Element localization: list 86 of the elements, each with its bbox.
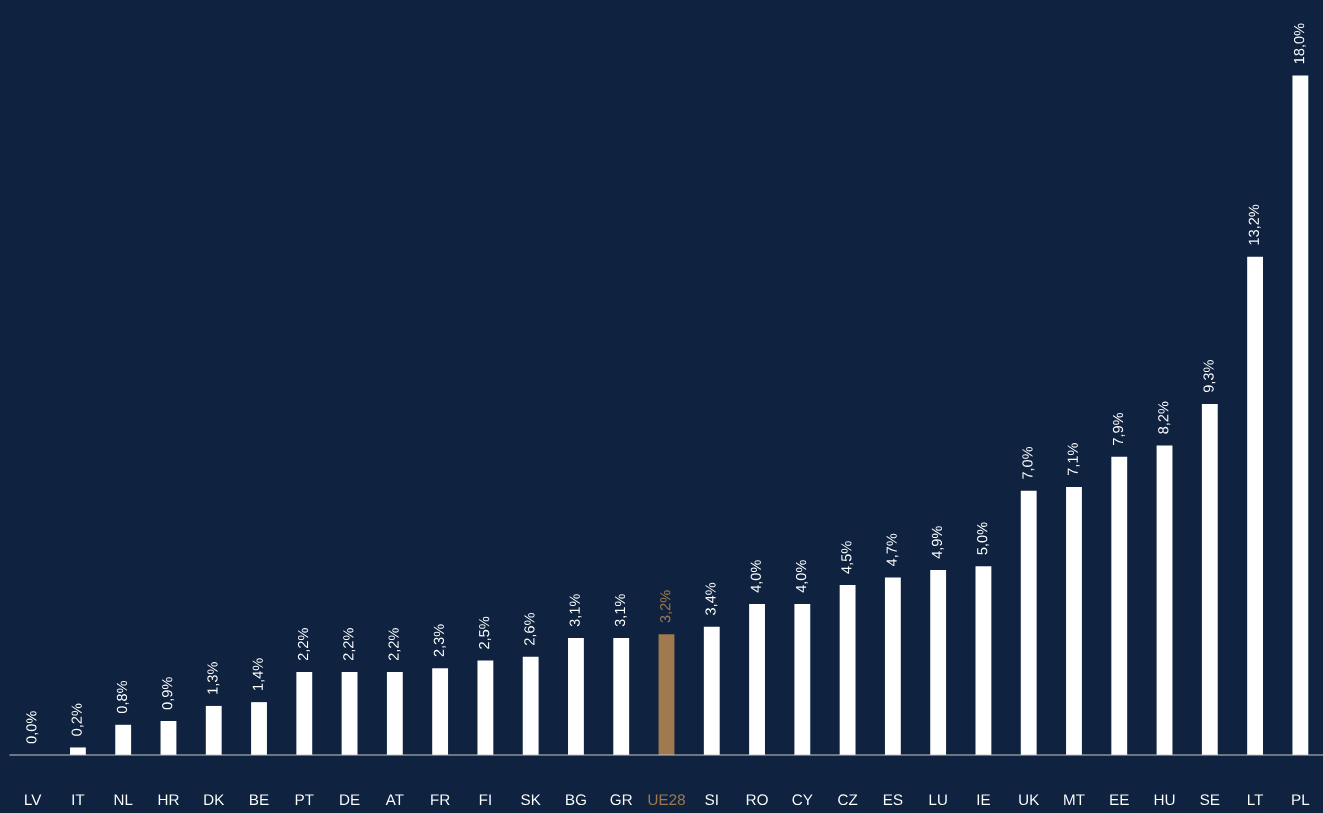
data-label: 0,0% [26,711,39,744]
bar [1156,445,1173,755]
x-tick-label: IE [977,794,990,805]
data-label: 0,9% [162,677,175,710]
data-label: 2,2% [343,628,356,661]
data-label: 4,7% [886,533,899,567]
data-label: 4,0% [795,560,808,593]
x-tick-label: AT [385,794,404,805]
bar [1066,486,1082,755]
data-label: 0,2% [71,703,84,736]
data-label: 7,0% [1022,446,1035,479]
x-tick-label: EE [1110,794,1129,805]
bar [251,702,267,755]
x-tick-label: GR [610,794,632,806]
data-label: 18,0% [1293,23,1306,64]
x-tick-label: HR [158,794,179,805]
bar [884,577,901,755]
bar [658,634,675,755]
data-label: 2,2% [297,628,310,661]
x-tick-label: SI [705,794,718,806]
x-tick-label: LU [929,794,947,806]
bar [703,626,720,755]
data-label: 4,9% [931,526,944,559]
x-tick-label: PL [1292,794,1310,805]
x-tick-label: SE [1200,794,1220,806]
x-tick-label: DK [204,794,225,805]
x-tick-label: FI [479,794,491,805]
data-label: 2,6% [524,613,537,645]
data-label: 3,2% [660,590,673,623]
data-label: 1,4% [252,658,265,690]
bar [205,705,222,755]
data-label: 4,5% [841,541,854,574]
bar [568,637,584,755]
bar [839,585,856,755]
bar [386,671,403,755]
x-tick-label: DE [340,794,360,805]
x-tick-label: CY [792,794,813,806]
x-tick-label: ES [883,794,903,806]
data-label: 5,0% [977,522,990,555]
data-label: 0,8% [116,680,129,714]
x-tick-label: BG [566,794,586,806]
data-label: 3,4% [705,582,718,615]
x-tick-label: BE [250,794,269,805]
data-label: 8,2% [1158,401,1171,434]
bar [1292,75,1309,755]
data-label: 9,3% [1203,360,1216,393]
bar [1247,256,1264,755]
x-tick-label: UK [1019,794,1040,806]
data-label: 7,1% [1067,443,1080,476]
data-label: 2,3% [433,624,446,657]
bar [930,570,947,755]
data-label: 13,2% [1248,204,1261,245]
bar [341,671,358,755]
data-label: 3,1% [614,594,627,627]
x-tick-label: NL [114,794,133,805]
bar [522,656,539,755]
x-tick-label: LV [25,794,42,805]
bar [1201,403,1218,755]
x-tick-label: FR [431,794,450,805]
x-tick-label: HU [1154,794,1175,806]
bar [115,724,132,755]
bar [749,603,765,755]
data-label: 3,1% [569,594,582,627]
data-label: 1,3% [207,662,220,694]
data-label: 2,5% [478,616,492,649]
bar [613,637,630,755]
data-label: 7,9% [1112,412,1125,445]
bar [477,660,494,755]
x-tick-label: MT [1064,794,1085,805]
bar [296,671,313,755]
x-tick-label: CZ [838,794,858,806]
x-tick-label: UE28 [648,794,685,806]
data-label: 4,0% [750,560,763,593]
data-label: 2,2% [388,628,401,661]
x-tick-label: PT [295,794,314,805]
x-tick-label: RO [746,794,768,806]
bar [160,721,177,755]
bar [794,603,811,755]
bar [975,566,992,755]
x-tick-label: SK [521,794,541,806]
x-tick-label: IT [72,794,85,805]
bar [1111,456,1128,755]
x-tick-label: LT [1247,794,1264,805]
bar [69,747,86,755]
bar [1020,490,1037,755]
bar [432,668,449,755]
